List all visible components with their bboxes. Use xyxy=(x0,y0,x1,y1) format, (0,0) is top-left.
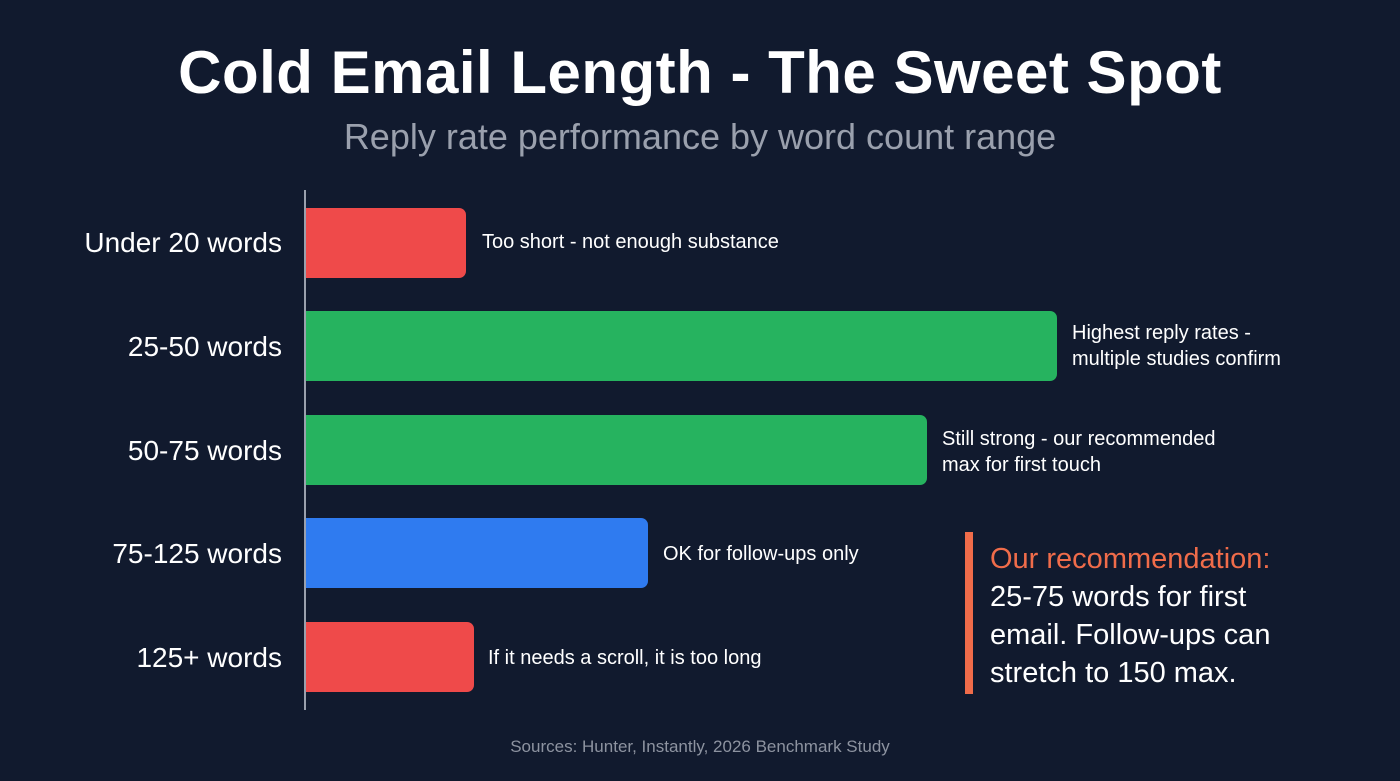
recommendation-box: Our recommendation: 25-75 words for firs… xyxy=(990,540,1330,692)
category-label: 25-50 words xyxy=(127,331,282,362)
recommendation-body: 25-75 words for first email. Follow-ups … xyxy=(990,581,1271,689)
chart-subtitle: Reply rate performance by word count ran… xyxy=(343,116,1057,157)
chart-title: Cold Email Length - The Sweet Spot xyxy=(178,39,1222,106)
category-label: 125+ words xyxy=(136,642,282,673)
bar-125-plus xyxy=(306,622,474,692)
bar-annotation: Too short - not enough substance xyxy=(482,231,779,253)
category-label: Under 20 words xyxy=(84,227,282,258)
category-label: 50-75 words xyxy=(127,435,282,466)
bar-25-50 xyxy=(306,311,1057,381)
category-label: 75-125 words xyxy=(112,538,282,569)
bar-annotation: OK for follow-ups only xyxy=(663,543,859,565)
recommendation-accent-bar xyxy=(965,532,973,694)
bar-annotation: Still strong - our recommended max for f… xyxy=(942,428,1216,476)
sources-footer: Sources: Hunter, Instantly, 2026 Benchma… xyxy=(510,737,890,756)
bar-50-75 xyxy=(306,415,927,485)
y-axis-line xyxy=(304,190,306,710)
bar-under-20 xyxy=(306,208,466,278)
bar-annotation: Highest reply rates - multiple studies c… xyxy=(1072,322,1281,370)
bar-75-125 xyxy=(306,518,648,588)
recommendation-heading: Our recommendation: xyxy=(990,543,1271,575)
bar-annotation: If it needs a scroll, it is too long xyxy=(488,647,762,669)
